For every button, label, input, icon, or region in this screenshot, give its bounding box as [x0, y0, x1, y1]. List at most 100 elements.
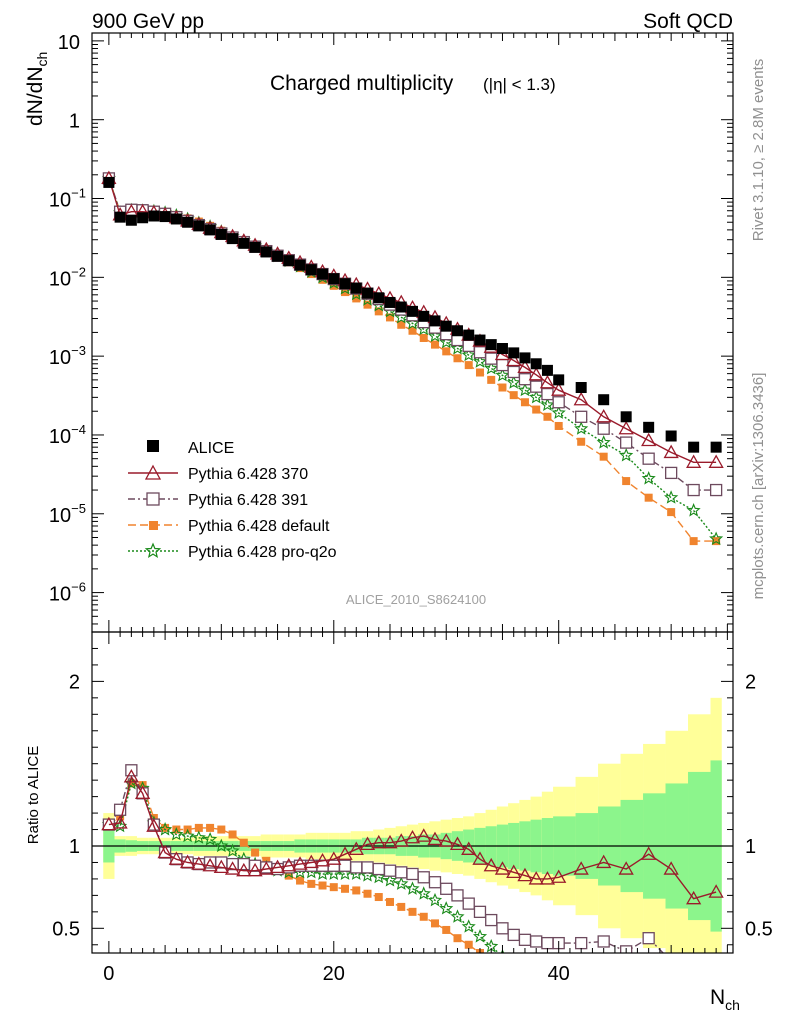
ratio-y-tick-label-right: 0.5 [745, 918, 773, 940]
ratio-point-p370 [686, 890, 702, 905]
data-point-pdef [475, 368, 484, 377]
data-point-pdef [363, 300, 372, 309]
data-point-alice [530, 358, 542, 370]
chart-title-group: Charged multiplicity (|η| < 1.3) [270, 72, 556, 95]
data-point-pdef [543, 412, 552, 421]
mcplots-label: mcplots.cern.ch [arXiv:1306.3436] [750, 373, 767, 600]
data-point-alice [294, 259, 306, 271]
ratio-point-pq2o [382, 873, 398, 887]
data-point-p370 [686, 454, 702, 468]
ratio-point-p391 [451, 889, 464, 902]
ratio-point-p391 [642, 932, 655, 945]
data-point-p391 [541, 387, 554, 401]
legend-item-p391: Pythia 6.428 391 [128, 492, 308, 509]
ratio-point-pdef [329, 883, 338, 892]
data-point-pq2o [506, 375, 521, 389]
data-point-alice [553, 374, 565, 386]
data-point-alice [688, 441, 700, 453]
data-point-pdef [464, 361, 473, 370]
data-point-p391 [507, 365, 520, 379]
ratio-point-pdef [430, 919, 439, 928]
series-line-pdef [108, 178, 717, 542]
ratio-point-p370 [281, 857, 297, 872]
data-point-p391 [496, 358, 509, 372]
data-point-pq2o [664, 490, 679, 504]
ratio-point-p370 [123, 769, 139, 783]
data-point-pdef [554, 421, 563, 430]
data-point-pdef [487, 375, 496, 384]
chart-title: Charged multiplicity [270, 72, 454, 95]
data-point-pq2o [709, 531, 724, 545]
data-point-p391 [620, 436, 633, 449]
ratio-point-p391 [473, 905, 487, 918]
ratio-point-p391 [361, 861, 374, 874]
data-point-alice [485, 339, 497, 351]
series-alice [103, 176, 722, 453]
ratio-point-p370 [326, 851, 342, 865]
ratio-point-p370 [168, 851, 184, 865]
legend-label-pdef: Pythia 6.428 default [188, 518, 330, 535]
data-point-alice [159, 211, 171, 223]
data-point-pq2o [427, 328, 443, 343]
data-point-pdef [498, 383, 507, 392]
ratio-point-pq2o [337, 866, 353, 880]
ratio-point-p370 [303, 854, 319, 869]
data-point-p391 [687, 483, 700, 497]
data-point-alice [575, 382, 587, 394]
legend-marker-p391 [146, 492, 160, 506]
data-point-alice [710, 441, 722, 453]
legend-item-alice: ALICE [147, 440, 234, 457]
ratio-y-tick-label: 2 [69, 671, 80, 693]
data-point-alice [137, 212, 149, 224]
data-point-pq2o [484, 360, 499, 375]
data-point-alice [148, 210, 160, 222]
data-point-pq2o [495, 367, 510, 382]
ratio-point-pq2o [214, 838, 229, 853]
data-point-pdef [532, 405, 541, 414]
ratio-point-pdef [194, 823, 203, 832]
data-point-p391 [473, 346, 487, 359]
data-point-pdef [397, 320, 406, 329]
ratio-y-axis-label: Ratio to ALICE [25, 746, 42, 844]
ratio-point-pq2o [371, 869, 386, 884]
ratio-point-p391 [383, 864, 397, 877]
ratio-point-pq2o [405, 881, 420, 895]
data-point-p391 [709, 483, 723, 497]
data-point-p370 [708, 454, 724, 468]
ratio-point-pdef [318, 881, 327, 890]
ratio-point-p370 [236, 862, 252, 877]
ratio-y-tick-label: 0.5 [52, 918, 80, 940]
data-point-pq2o [405, 315, 420, 330]
data-point-p391 [552, 396, 565, 409]
data-point-alice [339, 278, 351, 290]
ratio-point-pdef [363, 889, 372, 898]
header-collision: 900 GeV pp [92, 10, 204, 33]
data-point-p391 [597, 422, 610, 435]
ratio-point-p370 [382, 834, 398, 849]
data-point-alice [238, 237, 250, 249]
y-axis-label-main: dN/dNch [24, 52, 50, 126]
y-tick-label: 10 [58, 32, 80, 54]
y-axis-label: dN/dNch [24, 52, 50, 126]
ratio-point-p391 [417, 871, 430, 884]
data-point-p370 [506, 352, 522, 367]
data-point-alice [260, 246, 272, 258]
data-point-alice [384, 296, 396, 308]
data-point-pdef [374, 307, 383, 316]
data-point-alice [249, 241, 261, 253]
data-point-pdef [442, 347, 451, 356]
ratio-point-p391 [406, 867, 419, 881]
data-point-pq2o [540, 397, 555, 411]
ratio-point-p370 [371, 834, 387, 849]
ratio-point-p370 [247, 862, 263, 877]
data-point-alice [463, 329, 475, 341]
data-point-alice [598, 394, 610, 406]
ratio-point-pdef [307, 879, 316, 888]
ratio-point-pdef [408, 907, 417, 916]
ratio-point-pdef [419, 912, 428, 921]
data-point-p370 [663, 444, 679, 459]
legend-marker-p370 [144, 464, 162, 480]
data-point-alice [362, 287, 374, 299]
legend-marker-pdef [149, 521, 158, 530]
ratio-point-p391 [462, 897, 475, 910]
